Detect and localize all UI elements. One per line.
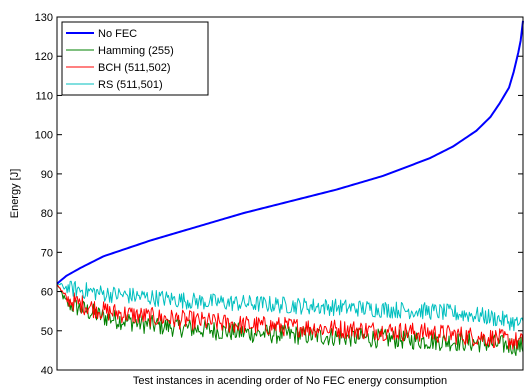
legend-label: No FEC	[98, 28, 137, 40]
y-tick-label: 50	[41, 326, 53, 338]
y-tick-label: 120	[35, 51, 53, 63]
y-tick-label: 70	[41, 247, 53, 259]
y-tick-label: 130	[35, 12, 53, 24]
y-axis-label: Energy [J]	[9, 169, 21, 219]
x-axis-label: Test instances in acending order of No F…	[133, 375, 447, 387]
legend-box	[61, 21, 209, 96]
legend-label: RS (511,501)	[98, 79, 163, 91]
series-line-3	[56, 280, 524, 332]
series-layer	[56, 20, 524, 357]
plot-frame	[56, 16, 524, 371]
y-tick-label: 60	[41, 287, 53, 299]
legend-label: Hamming (255)	[98, 45, 174, 57]
legend-label: BCH (511,502)	[98, 62, 171, 74]
y-tick-label: 40	[41, 365, 53, 377]
legend: No FEC Hamming (255) BCH (511,502) RS (511,…	[61, 21, 209, 96]
y-tick-label: 80	[41, 208, 53, 220]
y-tick-label: 90	[41, 169, 53, 181]
y-tick-label: 100	[35, 130, 53, 142]
y-axis: 40 50 60 70 80 90 100 110 120 130	[35, 12, 523, 377]
series-line-0	[56, 20, 524, 285]
series-line-2	[56, 283, 524, 350]
y-tick-label: 110	[35, 90, 53, 102]
